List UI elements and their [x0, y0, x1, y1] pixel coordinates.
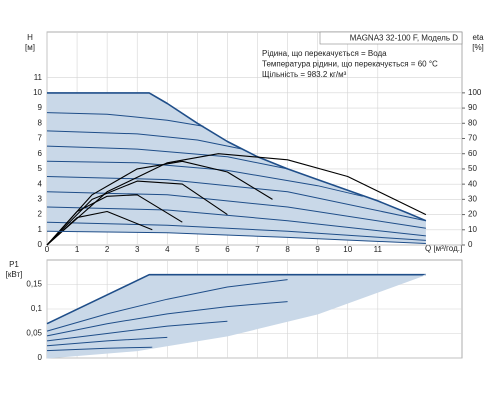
pump-curve	[46, 230, 426, 244]
y-tick-label: 0	[38, 240, 43, 249]
pump-curve	[46, 145, 288, 170]
x-tick-label: 7	[255, 245, 260, 254]
x-label: Q [м³/год.]	[425, 244, 462, 253]
efficiency-curve	[46, 160, 273, 246]
y-tick-label: 0	[38, 353, 43, 362]
pump-curve	[46, 273, 426, 325]
y2-unit: [%]	[472, 43, 484, 52]
y-tick-label: 3	[38, 194, 43, 203]
efficiency-curve	[46, 153, 427, 246]
y-tick-label: 0,05	[26, 329, 42, 338]
pump-curve	[46, 346, 153, 352]
pump-curve	[47, 92, 427, 222]
x-tick-label: 4	[165, 245, 170, 254]
y-tick-label: 0,15	[26, 280, 42, 289]
x-tick-label: 2	[105, 245, 110, 254]
annotation: Рідина, що перекачується = Вода	[262, 49, 387, 58]
y-tick-label: 11	[34, 73, 43, 82]
x-tick-label: 1	[75, 245, 80, 254]
x-tick-label: 9	[315, 245, 320, 254]
y-tick-label: 5	[38, 164, 43, 173]
pump-curve	[46, 301, 288, 337]
y-tick-label: 2	[38, 210, 43, 219]
y2-tick-label: 10	[468, 225, 477, 234]
operating-area	[47, 92, 426, 244]
annotation: Температура рідини, що перекачується = 6…	[262, 60, 438, 69]
y-tick-label: 4	[38, 179, 43, 188]
y-label: H	[27, 33, 33, 42]
efficiency-curve	[46, 194, 183, 246]
x-tick-label: 11	[374, 245, 383, 254]
x-tick-label: 8	[285, 245, 290, 254]
y2-label: eta	[472, 33, 484, 42]
y-tick-label: 10	[33, 88, 42, 97]
chart-title: MAGNA3 32-100 F, Модель D	[350, 34, 459, 43]
y-tick-label: 9	[38, 103, 43, 112]
y-label: P1	[9, 260, 19, 269]
y2-tick-label: 30	[468, 194, 477, 203]
y-tick-label: 6	[38, 149, 43, 158]
title-box	[319, 31, 463, 45]
y2-tick-label: 70	[468, 134, 477, 143]
pump-curve	[46, 206, 426, 237]
pump-curve	[46, 176, 427, 222]
y2-tick-label: 50	[468, 164, 477, 173]
x-tick-label: 0	[45, 245, 50, 254]
x-tick-label: 6	[225, 245, 230, 254]
x-tick-label: 10	[343, 245, 352, 254]
y-tick-label: 0,1	[31, 304, 43, 313]
pump-curve	[46, 160, 363, 197]
y-tick-label: 7	[38, 134, 43, 143]
x-tick-label: 3	[135, 245, 140, 254]
pump-curve	[46, 130, 243, 150]
y2-tick-label: 60	[468, 149, 477, 158]
y-unit: [м]	[25, 43, 35, 52]
pump-curve	[46, 320, 228, 342]
operating-area	[47, 274, 426, 358]
y2-tick-label: 90	[468, 103, 477, 112]
y2-tick-label: 80	[468, 118, 477, 127]
efficiency-curve	[46, 180, 228, 246]
y-tick-label: 8	[38, 118, 43, 127]
x-tick-label: 5	[195, 245, 200, 254]
y2-tick-label: 20	[468, 210, 477, 219]
y-tick-label: 1	[38, 225, 43, 234]
y2-tick-label: 0	[468, 240, 473, 249]
pump-curve	[46, 112, 204, 127]
annotation: Щільність = 983.2 кг/м³	[262, 70, 347, 79]
pump-curve	[46, 221, 426, 241]
pump-curve	[46, 279, 288, 332]
y2-tick-label: 40	[468, 179, 477, 188]
y-unit: [кВт]	[6, 270, 23, 279]
y2-tick-label: 100	[468, 88, 482, 97]
pump-curve	[46, 274, 427, 359]
pump-curve	[46, 336, 168, 347]
